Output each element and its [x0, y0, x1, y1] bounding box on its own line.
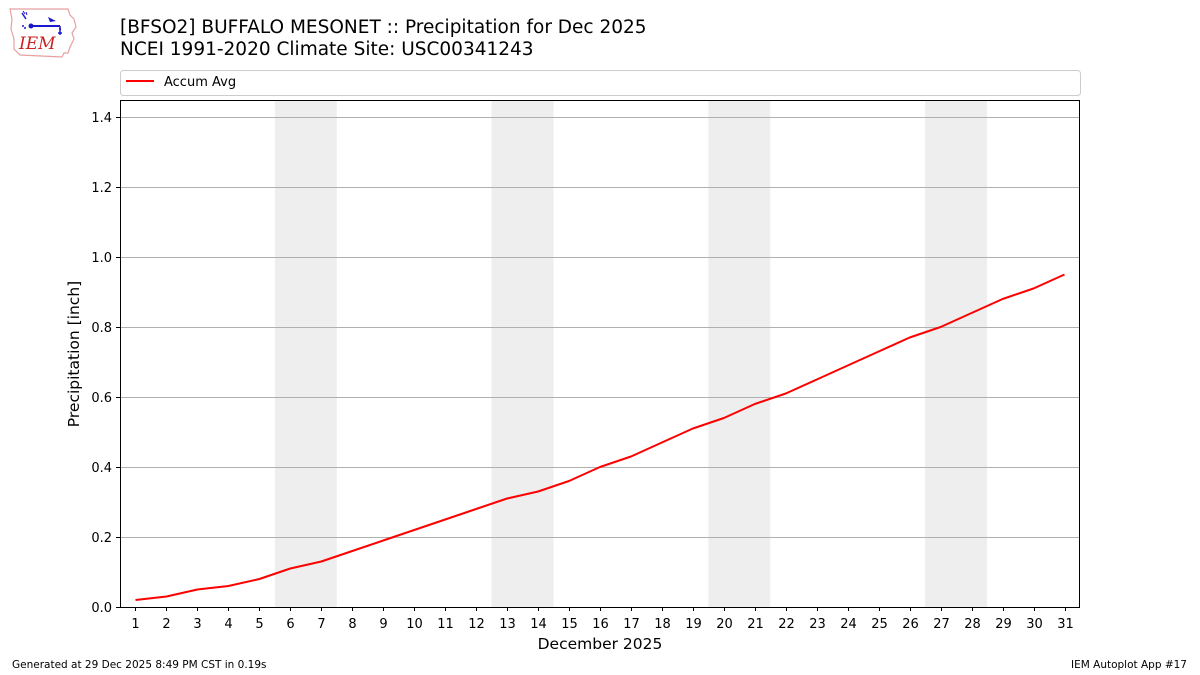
x-tick-label: 26: [902, 617, 919, 632]
y-tick-label: 0.0: [91, 601, 112, 616]
y-axis-label: Precipitation [inch]: [65, 281, 83, 427]
x-tick-label: 23: [809, 617, 826, 632]
iowa-state-outline-icon: IEM: [9, 8, 77, 58]
x-tick-label: 29: [995, 617, 1012, 632]
chart-title: [BFSO2] BUFFALO MESONET :: Precipitation…: [120, 17, 647, 61]
x-tick-label: 28: [964, 617, 981, 632]
logo-text: IEM: [18, 34, 56, 54]
weekend-band: [925, 100, 988, 607]
weekend-bands: [274, 100, 988, 607]
x-axis-label: December 2025: [538, 635, 663, 653]
x-tick-label: 11: [437, 617, 454, 632]
x-tick-label: 22: [778, 617, 795, 632]
x-tick-label: 20: [716, 617, 733, 632]
x-tick-label: 5: [255, 617, 263, 632]
y-tick-label: 0.2: [91, 531, 112, 546]
weekend-band: [491, 100, 554, 607]
app-label: IEM Autoplot App #17: [1071, 659, 1187, 671]
x-tick-label: 27: [933, 617, 950, 632]
x-tick-label: 18: [654, 617, 671, 632]
y-tick-label: 1.2: [91, 181, 112, 196]
x-tick-label: 6: [286, 617, 294, 632]
y-tick-label: 1.0: [91, 251, 112, 266]
x-tick-label: 12: [468, 617, 485, 632]
series-line: [135, 273, 1065, 601]
x-tick-label: 15: [561, 617, 578, 632]
x-tick-label: 19: [685, 617, 702, 632]
y-axis-ticks: 0.0 0.2 0.4 0.6 0.8 1.0 1.2 1.4: [91, 111, 120, 616]
x-tick-label: 2: [162, 617, 170, 632]
iem-logo: IEM: [8, 5, 80, 59]
legend-label-accum-avg: Accum Avg: [164, 75, 236, 90]
y-tick-label: 0.4: [91, 461, 112, 476]
grid-lines: [120, 117, 1080, 538]
x-tick-label: 16: [592, 617, 609, 632]
y-tick-label: 0.8: [91, 321, 112, 336]
x-tick-label: 30: [1026, 617, 1043, 632]
x-tick-label: 8: [348, 617, 356, 632]
y-tick-label: 0.6: [91, 391, 112, 406]
x-tick-label: 7: [317, 617, 325, 632]
x-tick-label: 13: [499, 617, 516, 632]
title-line-2: NCEI 1991-2020 Climate Site: USC00341243: [120, 39, 534, 60]
x-tick-label: 1: [131, 617, 139, 632]
x-axis-ticks: 1 2 3 4 5 6 7 8 9 10 11 12 13 14 15 16 17 18 19 20 21 22 23 24 2…: [131, 607, 1074, 632]
weekend-band: [274, 100, 337, 607]
x-tick-label: 4: [224, 617, 232, 632]
x-tick-label: 25: [871, 617, 888, 632]
series-accum-avg: [135, 273, 1065, 601]
x-tick-label: 17: [623, 617, 640, 632]
x-tick-label: 10: [406, 617, 423, 632]
x-tick-label: 21: [747, 617, 764, 632]
x-tick-label: 14: [530, 617, 547, 632]
x-tick-label: 3: [193, 617, 201, 632]
weekend-band: [708, 100, 771, 607]
x-tick-label: 24: [840, 617, 857, 632]
x-tick-label: 9: [379, 617, 387, 632]
title-line-1: [BFSO2] BUFFALO MESONET :: Precipitation…: [120, 17, 647, 38]
legend: Accum Avg: [120, 70, 1081, 96]
x-tick-label: 31: [1057, 617, 1074, 632]
y-tick-label: 1.4: [91, 111, 112, 126]
generated-timestamp: Generated at 29 Dec 2025 8:49 PM CST in …: [12, 659, 267, 671]
